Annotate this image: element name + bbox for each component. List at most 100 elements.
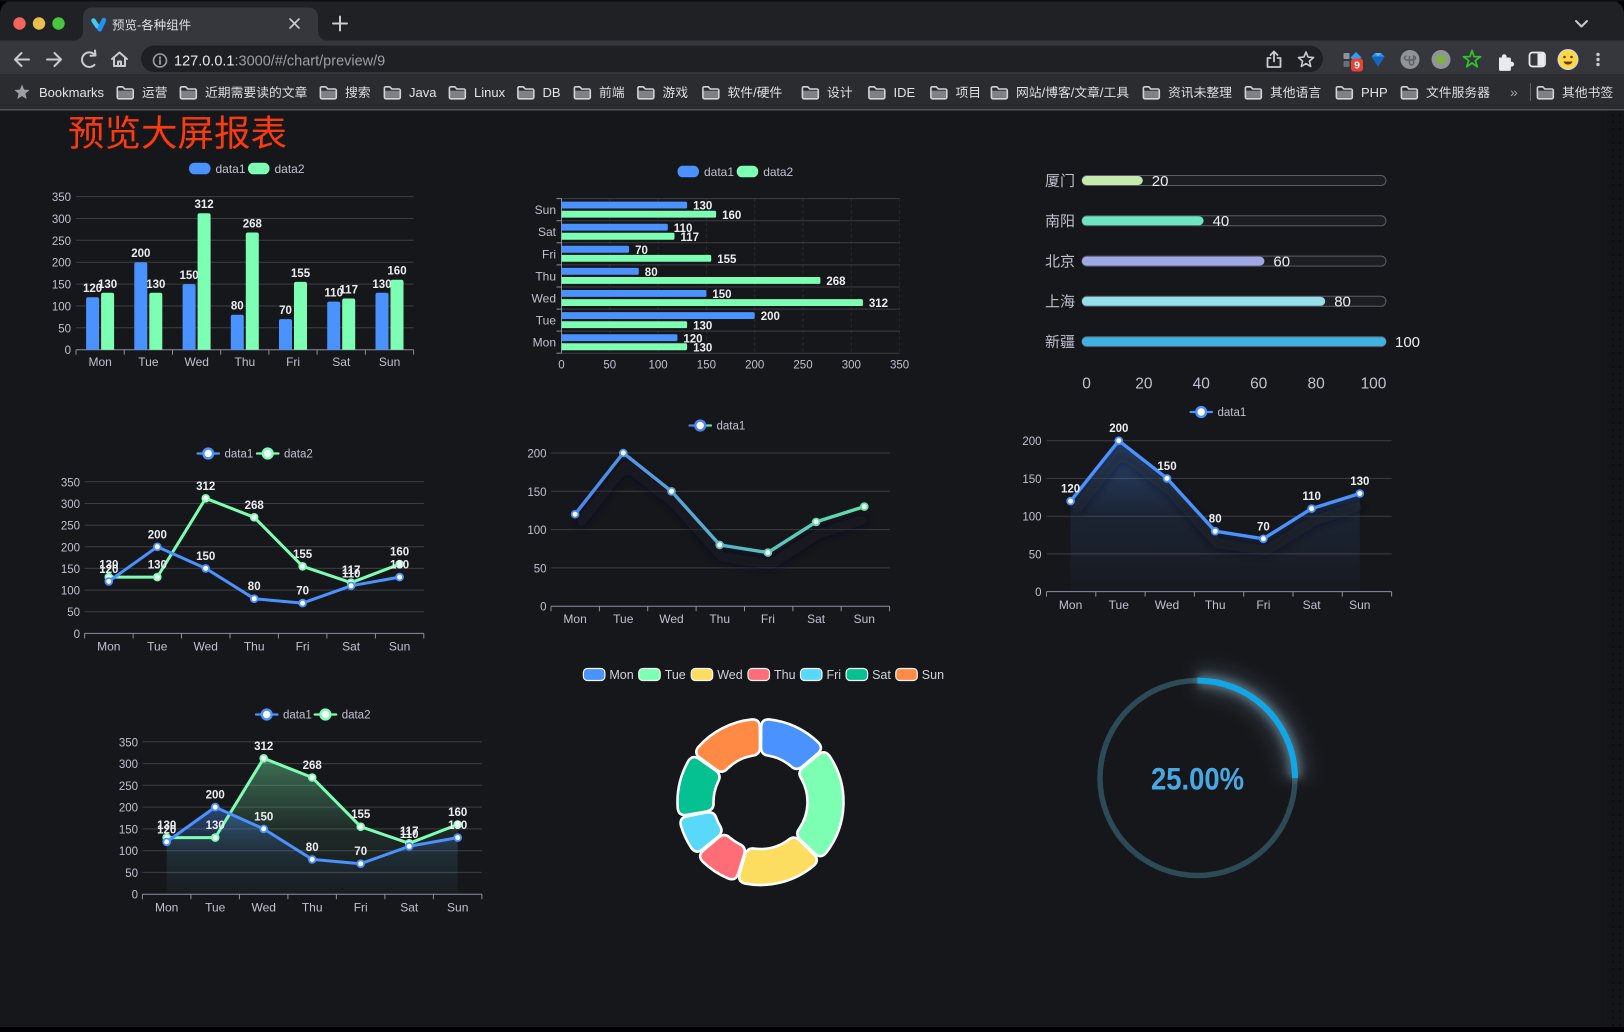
svg-text:Wed: Wed xyxy=(659,612,683,626)
svg-text:150: 150 xyxy=(119,824,138,836)
svg-text:300: 300 xyxy=(52,214,71,226)
svg-text:DB: DB xyxy=(543,85,561,100)
svg-text:Sun: Sun xyxy=(922,668,944,682)
svg-text:70: 70 xyxy=(635,245,648,257)
svg-text:Thu: Thu xyxy=(709,612,730,626)
svg-text:Mon: Mon xyxy=(89,355,112,369)
svg-text:data1: data1 xyxy=(225,449,254,461)
svg-text:Mon: Mon xyxy=(563,612,586,626)
svg-text:100: 100 xyxy=(52,302,71,314)
svg-text:200: 200 xyxy=(52,258,71,270)
svg-text:Sun: Sun xyxy=(1349,598,1370,612)
svg-text:100: 100 xyxy=(649,360,668,372)
svg-text:160: 160 xyxy=(448,807,467,819)
svg-text:60: 60 xyxy=(1273,253,1290,270)
svg-text:200: 200 xyxy=(761,311,780,323)
svg-text:100: 100 xyxy=(61,586,80,598)
svg-text:130: 130 xyxy=(99,560,118,572)
svg-text:0: 0 xyxy=(74,629,80,641)
svg-text:0: 0 xyxy=(132,890,138,902)
svg-text:268: 268 xyxy=(826,276,846,288)
svg-text:155: 155 xyxy=(293,549,313,561)
svg-text:Sun: Sun xyxy=(535,203,556,217)
svg-text:250: 250 xyxy=(52,236,71,248)
svg-text:312: 312 xyxy=(254,741,273,753)
svg-text:Tue: Tue xyxy=(205,901,226,915)
svg-text:150: 150 xyxy=(254,811,273,823)
svg-text:70: 70 xyxy=(1257,521,1270,533)
svg-text:250: 250 xyxy=(793,360,812,372)
svg-text:50: 50 xyxy=(67,607,80,619)
svg-text:0: 0 xyxy=(65,345,71,357)
svg-text:Thu: Thu xyxy=(235,355,256,369)
svg-text:200: 200 xyxy=(61,542,80,554)
svg-text:120: 120 xyxy=(99,564,118,576)
svg-text:Wed: Wed xyxy=(1155,598,1179,612)
svg-text:Tue: Tue xyxy=(613,612,634,626)
svg-text:20: 20 xyxy=(1152,173,1169,190)
svg-text:120: 120 xyxy=(157,824,176,836)
svg-text:130: 130 xyxy=(693,201,712,213)
svg-text:155: 155 xyxy=(717,254,737,266)
svg-text:160: 160 xyxy=(387,266,406,278)
svg-text:100: 100 xyxy=(527,525,546,537)
svg-text:130: 130 xyxy=(206,820,225,832)
svg-text:Sun: Sun xyxy=(854,612,875,626)
svg-text:Thu: Thu xyxy=(302,901,323,915)
svg-text:250: 250 xyxy=(61,521,80,533)
svg-text:120: 120 xyxy=(83,283,102,295)
svg-text:312: 312 xyxy=(869,298,888,310)
svg-text:Wed: Wed xyxy=(193,640,217,654)
svg-text:Bookmarks: Bookmarks xyxy=(39,85,105,100)
svg-text:Tue: Tue xyxy=(536,314,557,328)
svg-text:150: 150 xyxy=(697,360,716,372)
svg-text:Sat: Sat xyxy=(400,901,419,915)
svg-text:200: 200 xyxy=(206,790,225,802)
svg-text:150: 150 xyxy=(712,289,731,301)
svg-text:Fri: Fri xyxy=(1256,598,1270,612)
svg-text:40: 40 xyxy=(1213,213,1230,230)
svg-text:-: - xyxy=(137,19,141,33)
svg-text:Tue: Tue xyxy=(1109,598,1130,612)
svg-text:300: 300 xyxy=(61,499,80,511)
svg-text:Wed: Wed xyxy=(717,668,743,682)
svg-text:Sat: Sat xyxy=(1303,598,1322,612)
svg-text:130: 130 xyxy=(157,820,176,832)
svg-text:100: 100 xyxy=(1395,334,1420,351)
svg-text:80: 80 xyxy=(1334,294,1351,311)
svg-text:Fri: Fri xyxy=(542,247,556,261)
svg-text:0: 0 xyxy=(1082,376,1091,393)
svg-text:9: 9 xyxy=(1354,60,1360,72)
svg-text:data1: data1 xyxy=(283,710,312,722)
svg-text:117: 117 xyxy=(400,826,419,838)
svg-text:data1: data1 xyxy=(216,162,246,176)
svg-text:Fri: Fri xyxy=(354,901,368,915)
svg-text:0: 0 xyxy=(540,602,546,614)
svg-text:200: 200 xyxy=(119,803,138,815)
svg-text:Wed: Wed xyxy=(532,292,556,306)
svg-text:150: 150 xyxy=(61,564,80,576)
svg-text:117: 117 xyxy=(681,232,700,244)
svg-text:200: 200 xyxy=(745,360,764,372)
svg-text:130: 130 xyxy=(148,560,167,572)
svg-text:150: 150 xyxy=(196,551,215,563)
svg-text:50: 50 xyxy=(125,868,138,880)
svg-text:/: / xyxy=(1042,85,1046,100)
svg-text:Fri: Fri xyxy=(296,640,310,654)
svg-text:Fri: Fri xyxy=(286,355,300,369)
svg-text:/: / xyxy=(1100,85,1104,100)
svg-text:110: 110 xyxy=(674,223,693,235)
svg-text:25.00%: 25.00% xyxy=(1151,761,1244,797)
svg-text:130: 130 xyxy=(693,342,712,354)
svg-text:Thu: Thu xyxy=(535,269,556,283)
svg-text:data2: data2 xyxy=(275,162,305,176)
svg-text:40: 40 xyxy=(1193,376,1211,393)
svg-text:Fri: Fri xyxy=(761,612,775,626)
svg-text:Tue: Tue xyxy=(665,668,686,682)
svg-text:80: 80 xyxy=(645,267,658,279)
svg-text:150: 150 xyxy=(1157,461,1176,473)
svg-text:Sun: Sun xyxy=(379,355,400,369)
svg-text:155: 155 xyxy=(291,268,311,280)
svg-text:100: 100 xyxy=(1022,512,1041,524)
svg-text:Linux: Linux xyxy=(474,85,506,100)
